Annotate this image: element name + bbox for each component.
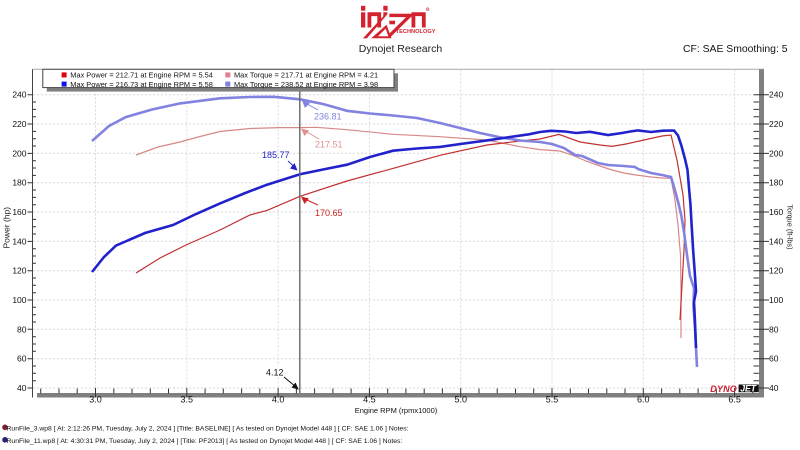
svg-text:220: 220 bbox=[769, 119, 783, 129]
svg-text:217.51: 217.51 bbox=[315, 140, 343, 150]
svg-text:Engine RPM (rpmx1000): Engine RPM (rpmx1000) bbox=[355, 406, 438, 415]
svg-text:Max Torque = 217.71 at Engine: Max Torque = 217.71 at Engine RPM = 4.21 bbox=[234, 71, 378, 80]
svg-text:RunFile_3.wp8 [ At: 2:12:26 PM: RunFile_3.wp8 [ At: 2:12:26 PM, Tuesday,… bbox=[7, 426, 409, 433]
svg-text:240: 240 bbox=[12, 90, 26, 100]
svg-text:60: 60 bbox=[17, 354, 27, 364]
svg-text:160: 160 bbox=[12, 207, 26, 217]
svg-text:140: 140 bbox=[12, 236, 26, 246]
svg-text:3.0: 3.0 bbox=[89, 395, 102, 405]
svg-text:Torque (ft-lbs): Torque (ft-lbs) bbox=[786, 204, 795, 249]
svg-text:120: 120 bbox=[12, 266, 26, 276]
svg-text:3.5: 3.5 bbox=[181, 395, 194, 405]
svg-text:40: 40 bbox=[17, 383, 27, 393]
svg-text:JET: JET bbox=[740, 383, 756, 393]
svg-text:40: 40 bbox=[769, 383, 779, 393]
svg-text:180: 180 bbox=[12, 178, 26, 188]
svg-text:TECHNOLOGY: TECHNOLOGY bbox=[396, 29, 436, 35]
svg-text:Max Power = 216.73 at Engine R: Max Power = 216.73 at Engine RPM = 5.58 bbox=[70, 80, 213, 89]
svg-text:100: 100 bbox=[12, 295, 26, 305]
svg-text:185.77: 185.77 bbox=[262, 150, 290, 160]
svg-text:RunFile_11.wp8 [ At: 4:30:31 P: RunFile_11.wp8 [ At: 4:30:31 PM, Tuesday… bbox=[7, 438, 403, 445]
svg-text:5.5: 5.5 bbox=[546, 395, 559, 405]
svg-text:Max Torque = 238.52 at Engine: Max Torque = 238.52 at Engine RPM = 3.98 bbox=[234, 80, 378, 89]
svg-text:180: 180 bbox=[769, 178, 783, 188]
svg-text:DYNO: DYNO bbox=[710, 384, 737, 394]
svg-text:4.0: 4.0 bbox=[272, 395, 285, 405]
svg-text:80: 80 bbox=[17, 324, 27, 334]
svg-text:170.65: 170.65 bbox=[315, 208, 343, 218]
svg-text:R: R bbox=[427, 7, 429, 11]
svg-text:120: 120 bbox=[769, 266, 783, 276]
svg-text:5.0: 5.0 bbox=[454, 395, 467, 405]
svg-text:CF: SAE Smoothing: 5: CF: SAE Smoothing: 5 bbox=[683, 44, 788, 55]
svg-text:220: 220 bbox=[12, 119, 26, 129]
svg-text:4.12: 4.12 bbox=[266, 368, 284, 378]
svg-text:236.81: 236.81 bbox=[314, 112, 342, 122]
svg-text:60: 60 bbox=[769, 354, 779, 364]
svg-text:140: 140 bbox=[769, 236, 783, 246]
svg-text:6.0: 6.0 bbox=[637, 395, 650, 405]
svg-text:100: 100 bbox=[769, 295, 783, 305]
svg-text:4.5: 4.5 bbox=[363, 395, 376, 405]
svg-text:160: 160 bbox=[769, 207, 783, 217]
svg-text:Power (hp): Power (hp) bbox=[1, 207, 11, 249]
svg-text:200: 200 bbox=[769, 148, 783, 158]
svg-text:240: 240 bbox=[769, 90, 783, 100]
svg-text:80: 80 bbox=[769, 324, 779, 334]
svg-text:6.5: 6.5 bbox=[728, 395, 741, 405]
svg-text:Dynojet Research: Dynojet Research bbox=[359, 43, 443, 55]
svg-text:Max Power = 212.71 at Engine R: Max Power = 212.71 at Engine RPM = 5.54 bbox=[70, 71, 213, 80]
svg-text:200: 200 bbox=[12, 148, 26, 158]
